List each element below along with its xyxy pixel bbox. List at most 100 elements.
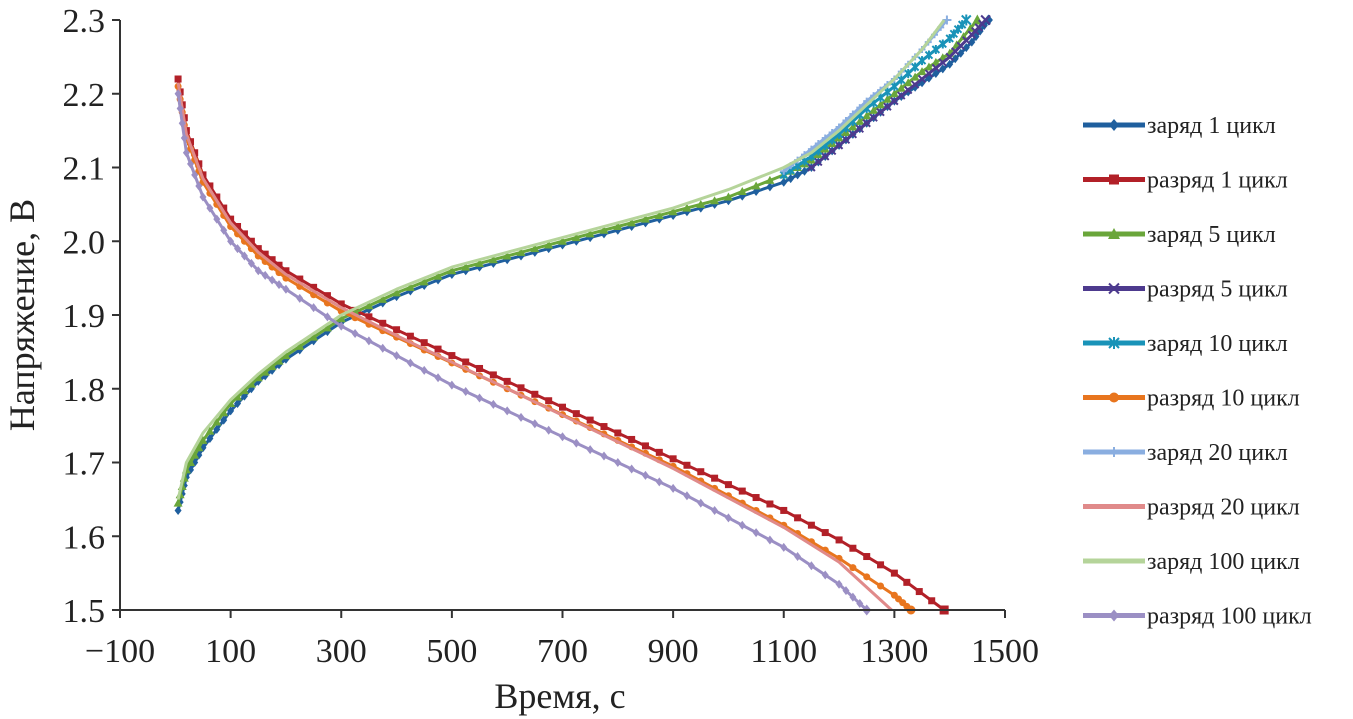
series-point [406,358,414,368]
series-line [176,19,990,511]
series-point [227,215,235,223]
series-point [261,250,269,258]
series-point [863,553,871,561]
series-point [862,119,871,128]
series-point [807,163,816,172]
series-point [855,116,865,125]
series-point [883,102,892,111]
legend-item: заряд 20 цикл [1083,440,1288,466]
series-point [247,258,255,268]
series-point [600,423,608,431]
series-line [176,19,979,504]
x-tick-label: 1500 [971,633,1039,670]
y-tick-label: 1.8 [63,372,106,409]
series-point [503,406,511,416]
x-tick-label: 300 [316,633,367,670]
series-point [697,468,705,476]
series-point [889,89,899,98]
series-point [448,352,456,360]
series-point [869,105,879,114]
series-point [233,392,243,401]
series-point [420,339,428,347]
series-8 [176,82,893,612]
series-point [545,425,553,435]
series-point [194,443,204,452]
series-point [917,74,927,84]
x-tick-label: −100 [85,633,155,670]
series-point [938,39,947,49]
series-point [614,458,622,467]
series-point [176,104,184,113]
series-point [924,69,934,78]
legend-marker [1109,447,1119,457]
legend-label: разряд 20 цикл [1147,495,1300,521]
series-point [766,535,774,545]
series-point [751,181,761,190]
series-point [780,177,788,187]
series-point [724,481,732,489]
series-point [959,32,969,41]
series-point [190,450,200,459]
series-point [476,364,484,372]
series-point [530,244,540,253]
series-point [931,57,941,66]
series-point [939,64,947,74]
series-point [683,491,691,501]
series-2 [174,75,949,615]
series-point [205,426,215,435]
series-point [282,267,290,275]
x-tick-label: 1100 [750,633,817,670]
series-point [572,410,580,418]
series-point [835,579,843,589]
series-point [910,72,920,81]
series-point [173,498,183,507]
series-point [475,258,485,267]
legend-item: разряд 10 цикл [1083,386,1300,412]
series-point [834,141,844,150]
series-point [821,570,829,580]
series-point [234,399,242,408]
series-point [220,415,228,425]
series-10 [174,89,872,616]
series-point [393,351,401,361]
series-point [917,67,927,76]
series-point [915,588,923,596]
series-point [586,445,594,455]
series-point [848,130,858,139]
series-point [787,174,795,184]
series-point [187,159,195,169]
series-point [835,536,843,544]
series-point [821,152,830,161]
series-point [585,229,595,238]
y-tick-label: 1.9 [63,298,106,335]
series-point [379,319,387,327]
series-point [848,122,858,131]
series-point [274,356,284,365]
series-point [295,341,305,350]
series-point [849,544,857,552]
legend-item: заряд 100 цикл [1083,549,1300,575]
series-point [559,403,566,411]
series-point [220,225,228,235]
series-point [234,223,242,230]
series-point [206,182,214,190]
series-point [869,113,878,122]
series-point [980,14,991,26]
series-point [558,236,567,245]
series-point [669,455,677,463]
series-point [627,218,637,227]
series-point [903,78,913,87]
series-point [890,569,898,577]
x-tick-label: 700 [537,633,588,670]
legend-marker [1109,609,1119,622]
y-tick-label: 2.3 [63,3,106,40]
series-point [738,520,746,530]
y-tick-label: 1.7 [63,446,106,483]
series-point [752,528,760,538]
legend-marker [1109,174,1119,185]
series-point [766,500,774,508]
series-point [531,419,539,429]
series-point [489,399,497,409]
legend-label: разряд 5 цикл [1147,277,1288,303]
legend-item: разряд 20 цикл [1083,495,1300,521]
